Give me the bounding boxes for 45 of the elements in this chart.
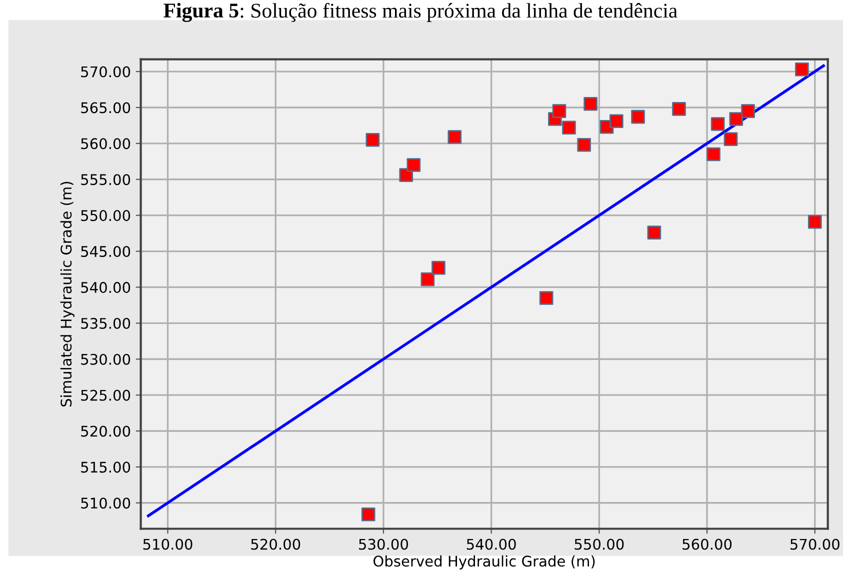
point xyxy=(647,226,662,240)
point xyxy=(741,104,755,118)
point xyxy=(729,112,744,126)
y-tick-label: 570.00 xyxy=(81,66,130,78)
point xyxy=(808,214,822,229)
x-tick-label: 520.00 xyxy=(251,538,300,550)
x-tick-label: 510.00 xyxy=(143,538,192,550)
y-tick-label: 540.00 xyxy=(81,282,130,293)
y-tick-label: 545.00 xyxy=(81,246,130,258)
x-tick-label: 570.00 xyxy=(790,538,840,550)
point xyxy=(577,138,591,152)
point xyxy=(420,272,435,286)
y-tick-label: 510.00 xyxy=(81,498,130,509)
point xyxy=(448,130,462,144)
point xyxy=(432,260,446,275)
x-axis-title: Observed Hydraulic Grade (m) xyxy=(373,555,595,570)
y-tick-label: 530.00 xyxy=(81,354,130,365)
x-tick-label: 530.00 xyxy=(359,538,408,550)
y-tick-label: 535.00 xyxy=(81,318,130,329)
point xyxy=(539,291,554,305)
point xyxy=(672,102,686,116)
point xyxy=(406,158,421,172)
y-tick-label: 555.00 xyxy=(81,174,130,186)
y-tick-label: 525.00 xyxy=(81,390,130,401)
chart-title: Figura 5: Solução fitness mais próxima da linha de tendência xyxy=(164,2,678,22)
y-tick-label: 560.00 xyxy=(81,138,130,150)
point xyxy=(552,104,566,118)
point xyxy=(366,132,380,147)
y-axis-title: Simulated Hydraulic Grade (m) xyxy=(60,182,74,406)
point xyxy=(361,507,376,522)
y-tick-label: 550.00 xyxy=(81,210,130,222)
y-tick-label: 515.00 xyxy=(81,462,130,473)
point xyxy=(710,117,725,131)
point xyxy=(584,96,598,111)
point xyxy=(631,110,645,124)
x-tick-label: 560.00 xyxy=(682,538,732,550)
point xyxy=(706,147,720,162)
y-tick-label: 520.00 xyxy=(81,426,130,437)
point xyxy=(795,62,809,76)
point xyxy=(724,132,738,146)
x-tick-label: 550.00 xyxy=(574,538,624,550)
point xyxy=(610,114,624,128)
y-tick-label: 565.00 xyxy=(81,102,130,114)
x-tick-label: 540.00 xyxy=(466,538,516,550)
point xyxy=(562,120,576,135)
